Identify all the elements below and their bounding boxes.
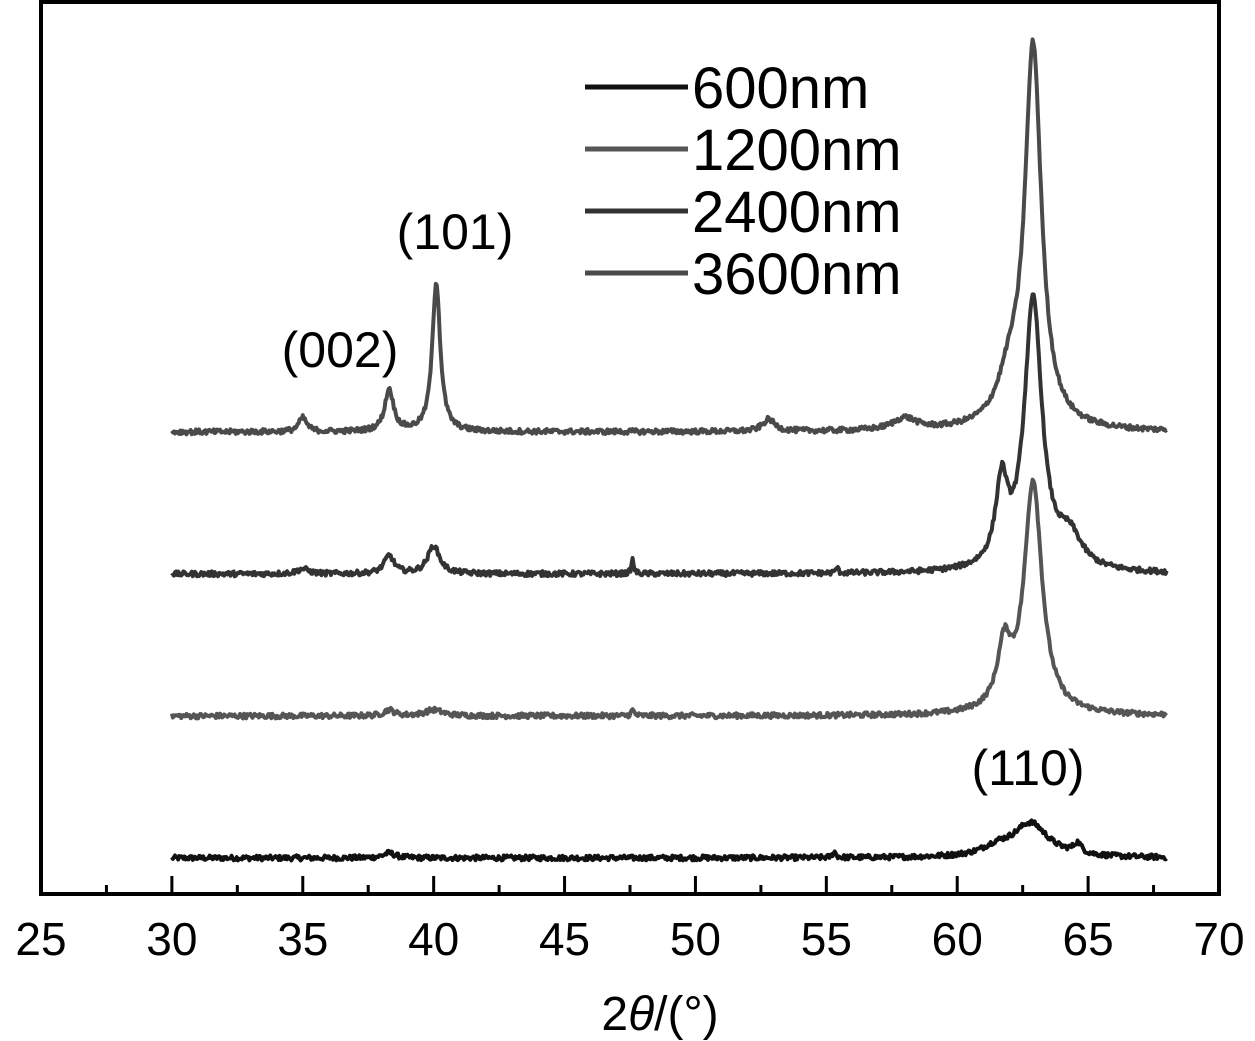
legend-label: 600nm <box>692 56 869 121</box>
x-tick-label: 35 <box>277 913 328 965</box>
x-tick-label: 60 <box>932 913 983 965</box>
x-tick-label: 70 <box>1193 913 1244 965</box>
peak-label: (110) <box>971 740 1084 796</box>
legend-label: 2400nm <box>692 180 902 245</box>
peak-label: (002) <box>282 322 399 378</box>
x-tick-label: 65 <box>1063 913 1114 965</box>
x-tick-label: 55 <box>801 913 852 965</box>
series-line-1200nm <box>169 477 1168 721</box>
x-tick-label: 25 <box>15 913 66 965</box>
x-tick-label: 45 <box>539 913 590 965</box>
series-line-2400nm <box>170 292 1169 579</box>
x-tick-label: 30 <box>146 913 197 965</box>
peak-label: (101) <box>397 204 514 260</box>
peak-labels: (002) (101) (110) <box>282 204 1085 796</box>
x-tick-label: 50 <box>670 913 721 965</box>
x-axis-title: 2θ/(°) <box>601 988 718 1041</box>
legend-label: 3600nm <box>692 242 902 307</box>
series-layer <box>169 37 1169 863</box>
x-axis-ticks: 25 30 35 40 45 50 55 60 65 70 <box>15 876 1245 965</box>
x-tick-label: 40 <box>408 913 459 965</box>
series-line-3600nm <box>170 37 1168 437</box>
series-line-600nm <box>170 818 1168 863</box>
legend-label: 1200nm <box>692 118 902 183</box>
